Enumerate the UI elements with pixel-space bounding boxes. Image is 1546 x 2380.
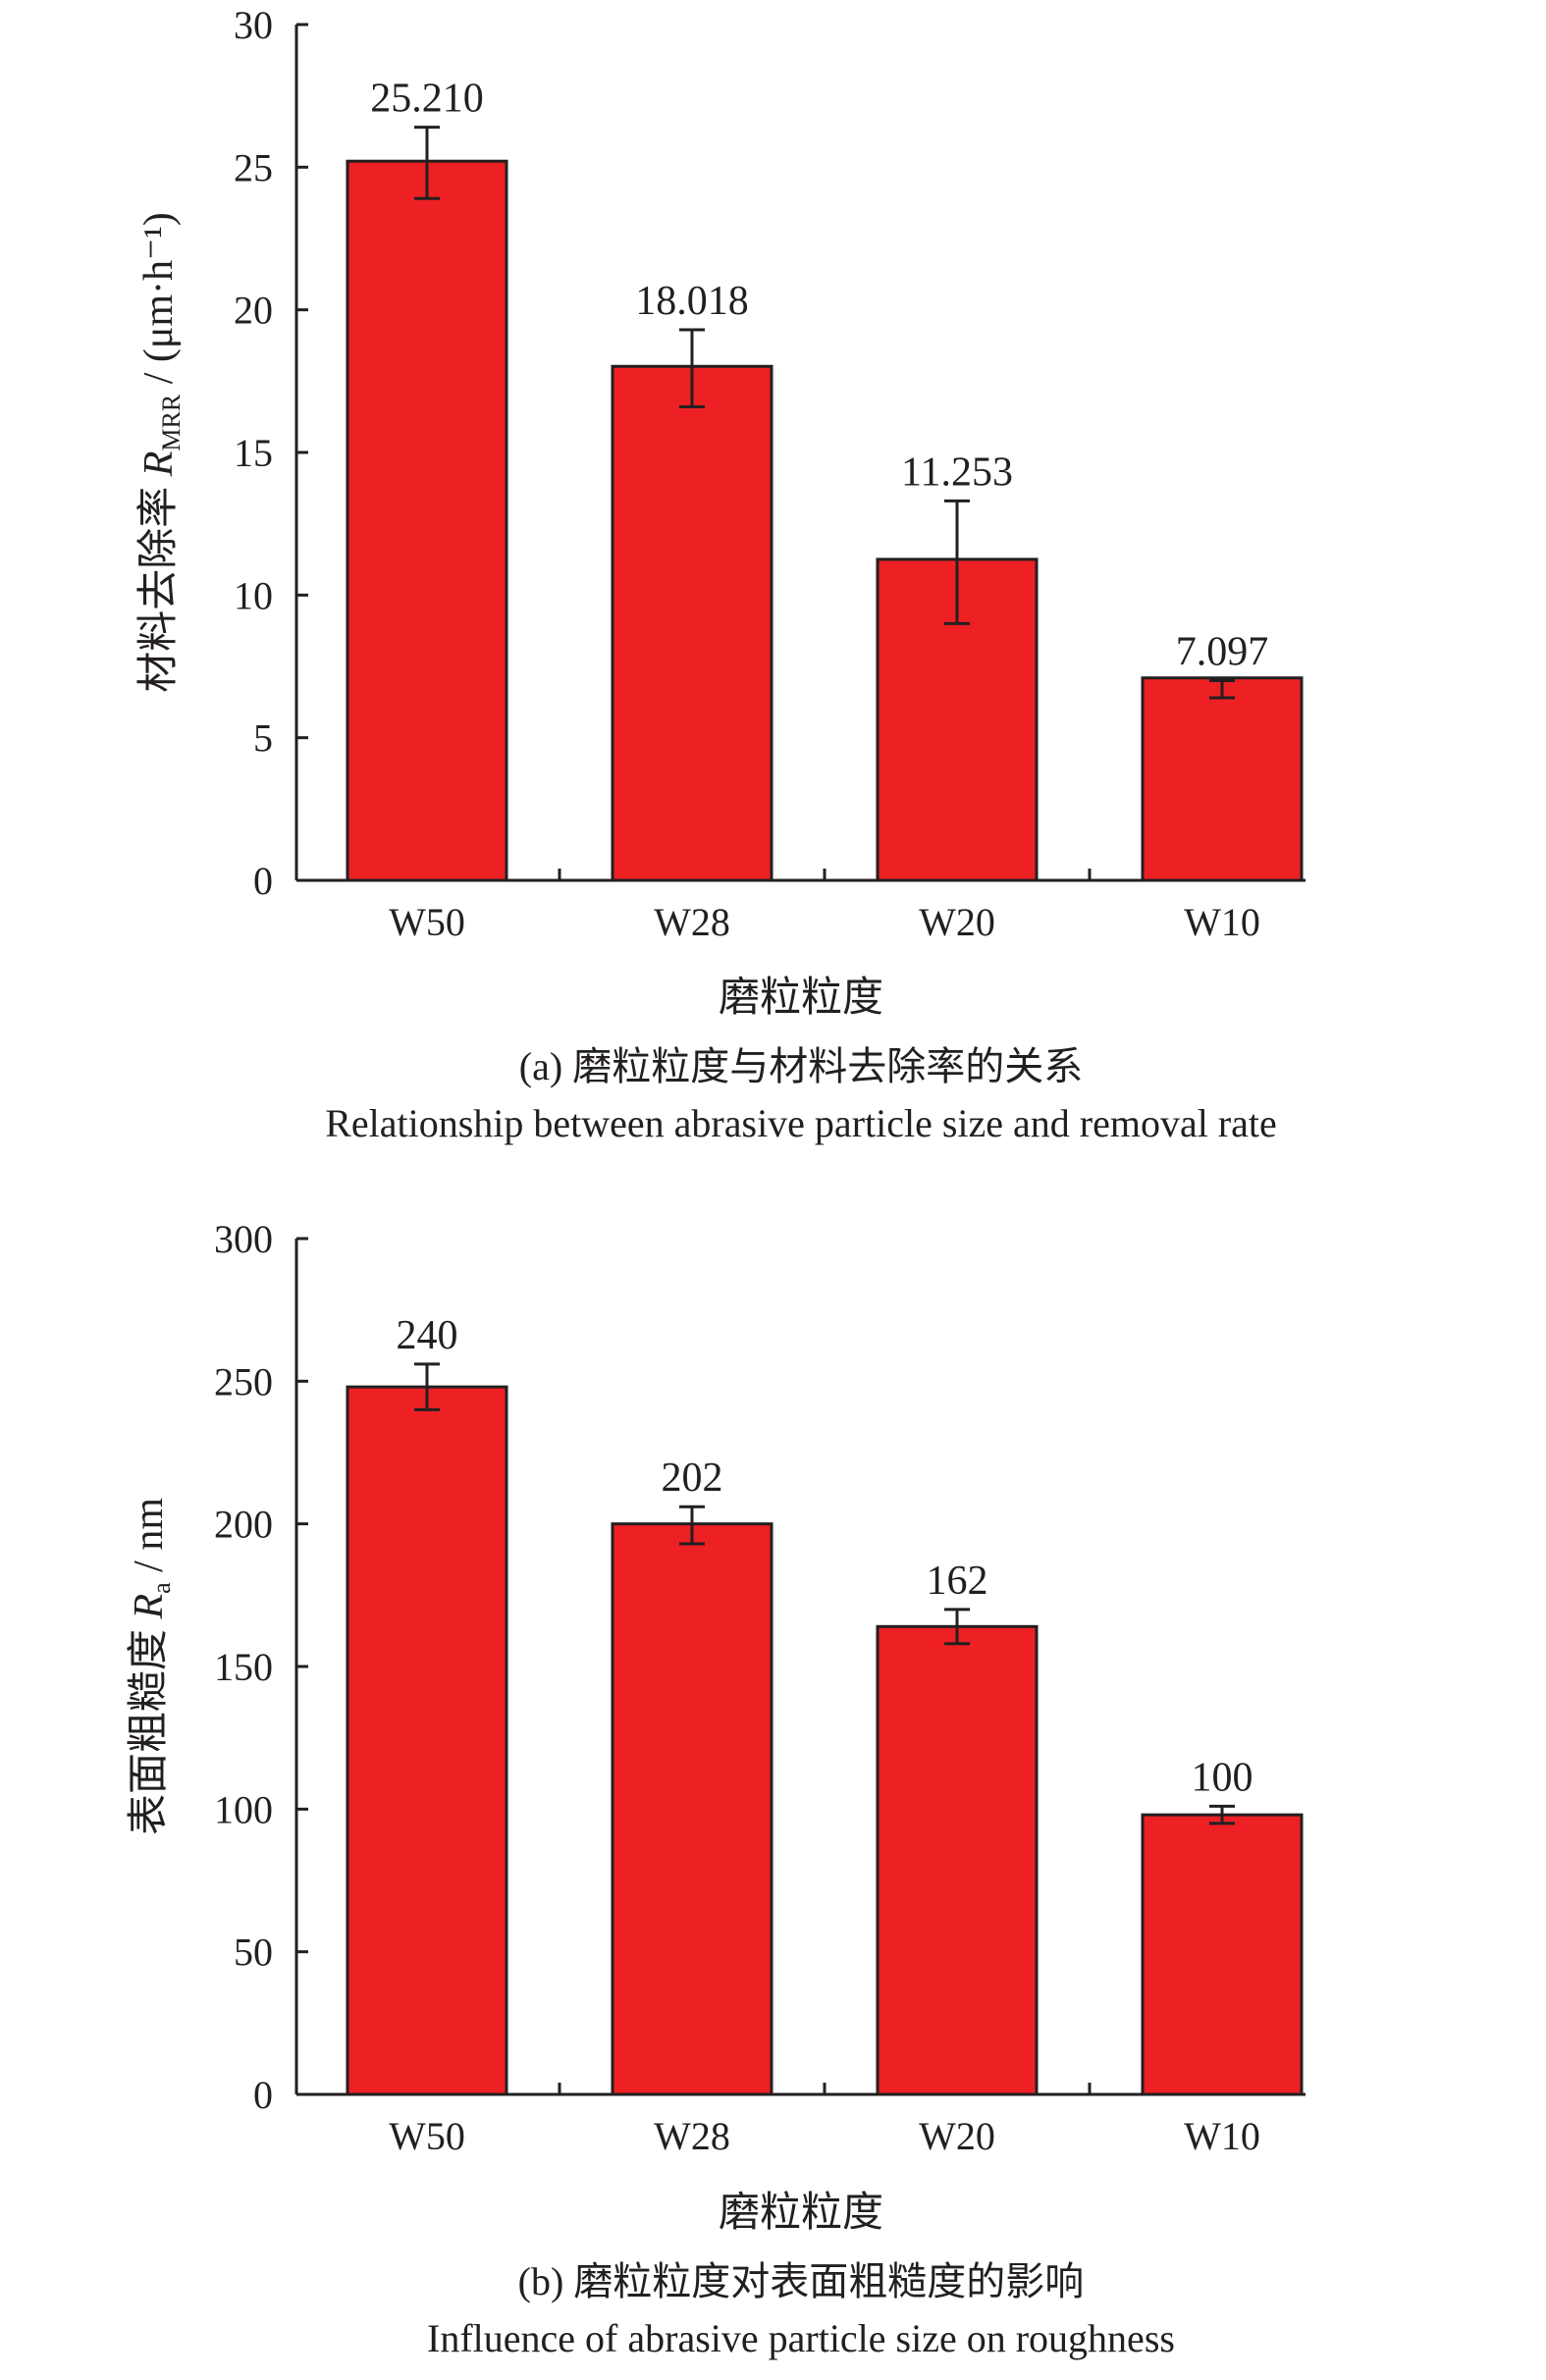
data-label-W20: 11.253 xyxy=(901,450,1013,495)
y-axis-title: 表面粗糙度 Ra / nm xyxy=(127,1498,176,1835)
y-tick-label: 200 xyxy=(214,1503,273,1547)
bar-W10 xyxy=(1141,1813,1304,2096)
error-bar-W10 xyxy=(1209,1804,1235,1825)
bar-W28 xyxy=(611,364,773,882)
y-axis-title-symbol: R xyxy=(127,1594,172,1620)
error-bar-W20 xyxy=(944,499,970,625)
y-tick-label: 0 xyxy=(253,2073,273,2117)
error-bar-W50 xyxy=(414,1362,440,1411)
y-tick-label: 10 xyxy=(234,573,273,617)
x-tick-label-W28: W28 xyxy=(654,2114,730,2158)
caption-en: Relationship between abrasive particle s… xyxy=(325,1101,1277,1145)
data-label-W50: 240 xyxy=(397,1313,458,1358)
data-label-W28: 18.018 xyxy=(635,279,749,324)
y-tick-label: 50 xyxy=(234,1930,273,1975)
data-label-W10: 7.097 xyxy=(1176,630,1269,675)
data-label-W28: 202 xyxy=(662,1455,723,1501)
caption-cn: (b) 磨粒粒度对表面粗糙度的影响 xyxy=(518,2259,1085,2303)
y-axis-title-symbol: R xyxy=(136,451,182,478)
caption-cn: (a) 磨粒粒度与材料去除率的关系 xyxy=(519,1044,1083,1088)
caption-en: Influence of abrasive particle size on r… xyxy=(427,2316,1175,2360)
y-tick-label: 150 xyxy=(214,1645,273,1689)
y-axis-title: 材料去除率 RMRR / (μm·h⁻¹) xyxy=(135,212,186,693)
y-tick-label: 5 xyxy=(253,716,273,761)
data-label-W50: 25.210 xyxy=(370,77,484,122)
y-tick-label: 20 xyxy=(234,289,273,333)
y-tick-label: 300 xyxy=(214,1217,273,1261)
x-tick-label-W50: W50 xyxy=(389,2114,465,2158)
y-axis-title-subscript: MRR xyxy=(157,394,186,450)
x-tick-label-W50: W50 xyxy=(389,900,465,944)
y-tick-label: 25 xyxy=(234,145,273,189)
x-tick-label-W28: W28 xyxy=(654,900,730,944)
x-axis-title: 磨粒粒度 xyxy=(719,2191,883,2236)
y-tick-label: 30 xyxy=(234,3,273,47)
x-tick-label-W10: W10 xyxy=(1184,900,1260,944)
y-axis-title-subscript: a xyxy=(147,1582,176,1594)
chart-b: 240 202 162 100 0 50 100 150 200 250 300 W50 W28 W20 W… xyxy=(127,1217,1306,2360)
x-tick-label-W10: W10 xyxy=(1184,2114,1260,2158)
bar-W28 xyxy=(611,1522,773,2096)
chart-a: 25.210 18.018 11.253 7.097 0 5 10 15 20 25 30 W50 W2… xyxy=(135,3,1306,1145)
x-tick-label-W20: W20 xyxy=(919,900,995,944)
y-tick-label: 0 xyxy=(253,859,273,903)
bar-W50 xyxy=(346,1385,508,2096)
y-axis-title-unit: / nm xyxy=(127,1498,172,1583)
x-tick-label-W20: W20 xyxy=(919,2114,995,2158)
bar-W20 xyxy=(876,1624,1039,2096)
data-label-W20: 162 xyxy=(927,1559,988,1604)
error-bar-W10 xyxy=(1209,679,1235,700)
error-bar-W28 xyxy=(679,328,705,408)
y-tick-label: 250 xyxy=(214,1359,273,1403)
data-label-W10: 100 xyxy=(1192,1755,1253,1800)
y-axis-title-text: 表面粗糙度 xyxy=(127,1619,172,1836)
y-axis-title-text: 材料去除率 xyxy=(135,476,182,693)
error-bar-W28 xyxy=(679,1505,705,1546)
bar-W50 xyxy=(346,159,508,882)
y-axis-title-unit: / (μm·h⁻¹) xyxy=(136,212,182,395)
bar-W10 xyxy=(1141,676,1304,882)
y-tick-label: 100 xyxy=(214,1787,273,1831)
x-axis-title: 磨粒粒度 xyxy=(719,976,883,1021)
error-bar-W20 xyxy=(944,1608,970,1646)
error-bar-W50 xyxy=(414,126,440,200)
y-tick-label: 15 xyxy=(234,431,273,475)
